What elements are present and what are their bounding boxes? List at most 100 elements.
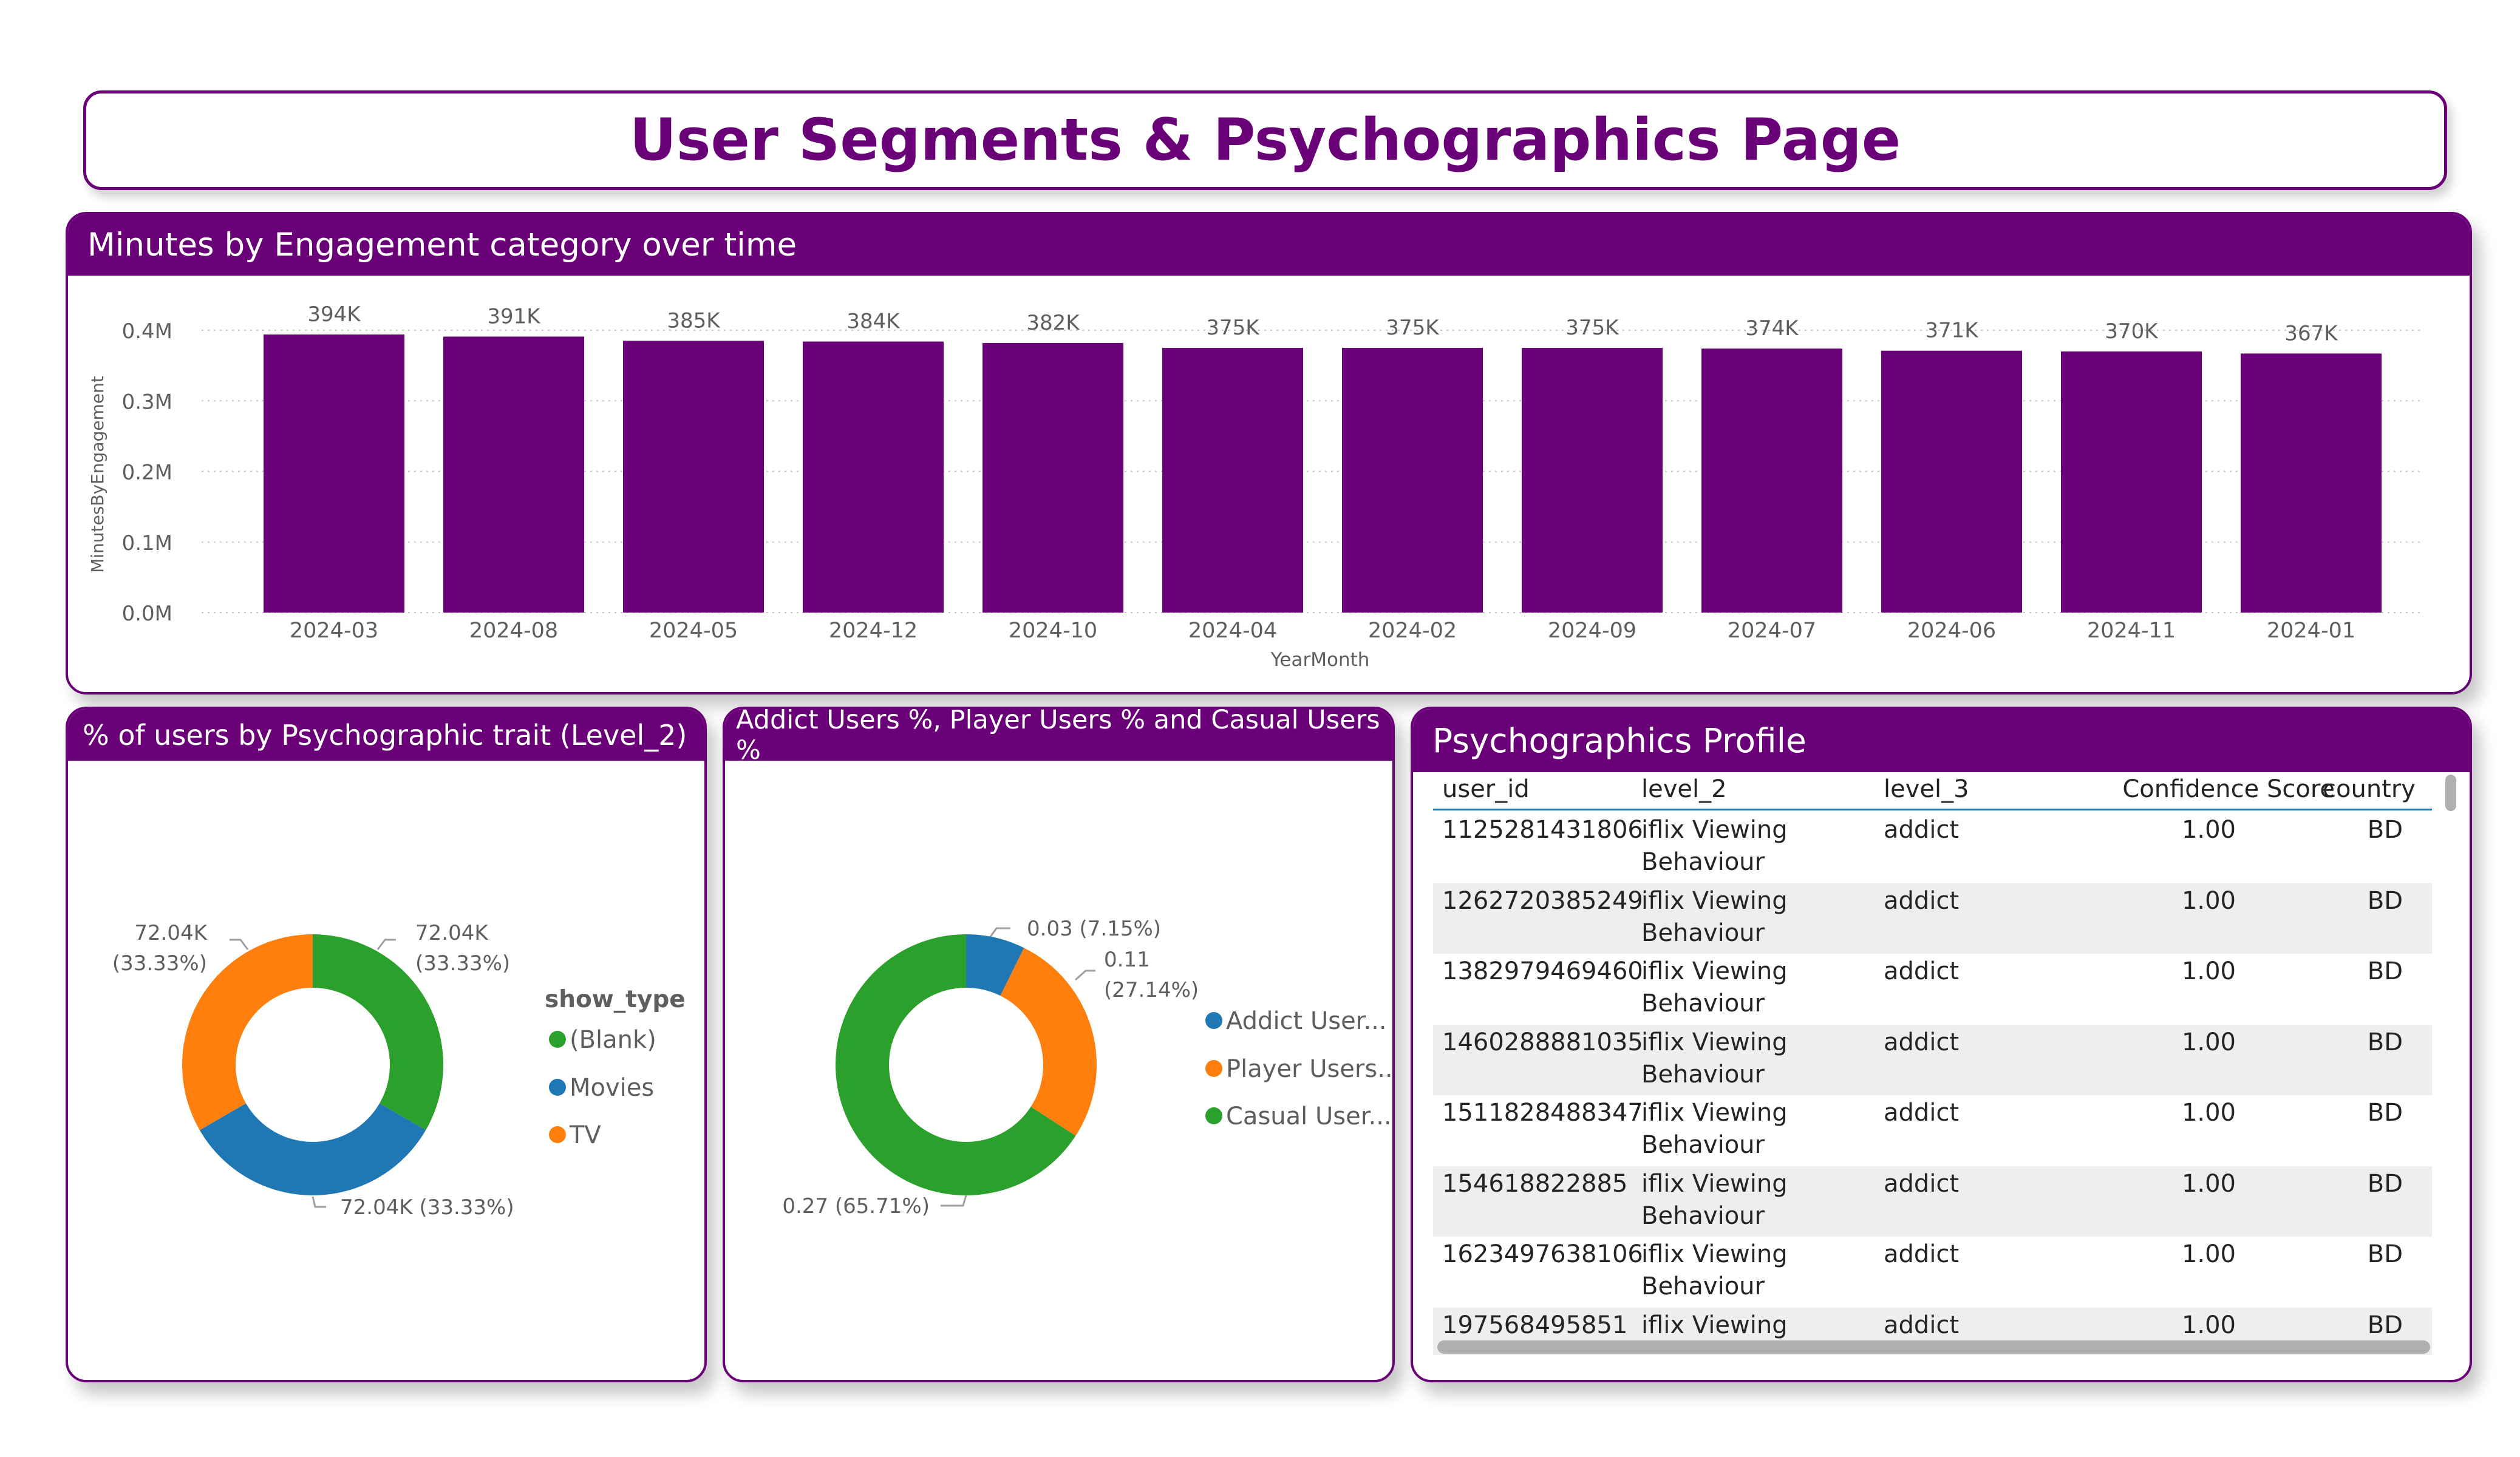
y-tick-label: 0.3M [122, 390, 172, 414]
table-row[interactable]: 1262720385249 iflix Viewing Behaviour addic… [1433, 883, 2432, 954]
page-title-box: User Segments & Psychographics Page [83, 90, 2447, 190]
cell-level-2-cont: Behaviour [1641, 1201, 1765, 1230]
donut-slice-2[interactable] [182, 934, 313, 1130]
donut2-card-header: Addict Users %, Player Users % and Casua… [725, 709, 1392, 766]
legend-item[interactable]: Casual User... [1226, 1102, 1392, 1130]
leader-line [230, 939, 249, 950]
table-header-row: user_id level_2 level_3 Confidence Score… [1433, 772, 2432, 810]
leader-line [376, 939, 396, 950]
table-row[interactable]: 1511828488347 iflix Viewing Behaviour addic… [1433, 1095, 2432, 1166]
cell-level-2: iflix Viewing [1641, 1311, 1788, 1339]
vertical-scrollbar[interactable] [2445, 775, 2456, 811]
y-tick-label: 0.2M [122, 461, 172, 485]
legend-item[interactable]: TV [569, 1121, 601, 1149]
bar-card-header: Minutes by Engagement category over time [68, 214, 2470, 276]
header-level-3[interactable]: level_3 [1884, 775, 1969, 803]
x-tick-label: 2024-06 [1907, 619, 1996, 643]
table-row[interactable]: 154618822885 iflix Viewing Behaviour addict… [1433, 1166, 2432, 1237]
bar-2024-07[interactable] [1701, 348, 1842, 613]
slice-label-casual: 0.27 (65.71%) [782, 1194, 930, 1218]
table-row[interactable]: 1125281431806 iflix Viewing Behaviour addic… [1433, 812, 2432, 883]
psychographic-donut-card[interactable]: % of users by Psychographic trait (Level… [66, 707, 707, 1382]
cell-country: BD [2367, 1169, 2403, 1198]
header-confidence-score[interactable]: Confidence Score [2122, 775, 2335, 803]
slice-label-blank: 72.04K [415, 921, 489, 945]
user-type-donut-chart: 0.03 (7.15%) 0.11 (27.14%) 0.27 (65.71%) Add… [782, 917, 1395, 1218]
cell-level-2: iflix Viewing [1641, 1028, 1788, 1056]
cell-level-2-cont: Behaviour [1641, 1131, 1765, 1159]
cell-level-3: addict [1884, 886, 1960, 915]
cell-user-id: 1262720385249 [1442, 886, 1643, 915]
y-tick-label: 0.0M [122, 602, 172, 626]
y-axis-title: MinutesByEngagement [87, 376, 107, 573]
x-tick-label: 2024-05 [649, 619, 738, 643]
cell-confidence-score: 1.00 [2181, 1028, 2236, 1056]
cell-level-3: addict [1884, 1240, 1960, 1268]
bar-2024-11[interactable] [2061, 351, 2202, 613]
cell-confidence-score: 1.00 [2181, 816, 2236, 844]
bar-data-label: 385K [667, 308, 721, 333]
x-tick-label: 2024-04 [1188, 619, 1277, 643]
cell-level-3: addict [1884, 957, 1960, 985]
cell-level-2: iflix Viewing [1641, 886, 1788, 915]
slice-label-tv: 72.04K [134, 921, 208, 945]
cell-country: BD [2367, 1240, 2403, 1268]
bar-2024-06[interactable] [1881, 350, 2022, 613]
legend-item[interactable]: (Blank) [570, 1026, 656, 1054]
bar-2024-02[interactable] [1342, 348, 1483, 613]
bar-2024-09[interactable] [1522, 348, 1663, 613]
legend-item[interactable]: Addict User... [1226, 1007, 1387, 1035]
bar-2024-04[interactable] [1162, 348, 1303, 613]
donut-slice-1[interactable] [199, 1103, 426, 1196]
cell-level-2-cont: Behaviour [1641, 848, 1765, 876]
x-tick-label: 2024-01 [2267, 619, 2355, 643]
profile-table: user_id level_2 level_3 Confidence Score… [1433, 772, 2432, 1355]
horizontal-scrollbar[interactable] [1437, 1340, 2430, 1354]
x-tick-label: 2024-11 [2087, 619, 2176, 643]
donut-slice-1[interactable] [1000, 948, 1097, 1136]
leader-line [1075, 970, 1095, 981]
legend-item[interactable]: Movies [570, 1074, 654, 1102]
cell-level-3: addict [1884, 1169, 1960, 1198]
header-country[interactable]: country [2323, 775, 2416, 803]
slice-label-player: 0.11 [1104, 948, 1150, 972]
psychographic-donut-chart: 72.04K (33.33%) 72.04K (33.33%) 72.04K (33.3… [112, 921, 686, 1220]
cell-confidence-score: 1.00 [2181, 957, 2236, 985]
table-row[interactable]: 1460288881035 iflix Viewing Behaviour addic… [1433, 1024, 2432, 1095]
cell-country: BD [2367, 886, 2403, 915]
x-tick-label: 2024-02 [1368, 619, 1457, 643]
psychographics-profile-card[interactable]: Psychographics Profile user_id level_2 l… [1411, 707, 2472, 1382]
cell-level-3: addict [1884, 1099, 1960, 1127]
bar-data-label: 394K [307, 302, 361, 327]
cell-user-id: 1460288881035 [1442, 1028, 1643, 1056]
bar-data-label: 367K [2284, 321, 2338, 345]
bar-2024-01[interactable] [2241, 353, 2382, 613]
bar-2024-12[interactable] [803, 341, 944, 613]
table-card-header: Psychographics Profile [1413, 709, 2470, 772]
table-row[interactable]: 1623497638106 iflix Viewing Behaviour addic… [1433, 1237, 2432, 1307]
header-user-id[interactable]: user_id [1442, 775, 1530, 803]
donut-slice-2[interactable] [836, 934, 1076, 1195]
bar-data-label: 382K [1026, 311, 1080, 335]
user-type-donut-card[interactable]: Addict Users %, Player Users % and Casua… [723, 707, 1395, 1382]
bar-chart: 0.0M 0.1M 0.2M 0.3M 0.4M MinutesByEngagement 3… [87, 302, 2424, 671]
donut-slice-0[interactable] [313, 934, 443, 1130]
donut2-card-title: Addict Users %, Player Users % and Casua… [736, 707, 1380, 766]
bar-2024-10[interactable] [982, 342, 1123, 613]
donut1-card-title: % of users by Psychographic trait (Level… [83, 718, 687, 752]
bar-2024-08[interactable] [443, 336, 584, 613]
donut-slice-0[interactable] [966, 934, 1024, 996]
table-row[interactable]: 1382979469460 iflix Viewing Behaviour addic… [1433, 954, 2432, 1024]
slice-label-tv-pct: (33.33%) [112, 951, 207, 976]
cell-level-2: iflix Viewing [1641, 957, 1788, 985]
bar-2024-05[interactable] [623, 341, 764, 613]
slice-label-blank-pct: (33.33%) [415, 951, 510, 976]
legend-item[interactable]: Player Users... [1226, 1055, 1395, 1083]
bar-2024-03[interactable] [264, 334, 404, 613]
cell-user-id: 1382979469460 [1442, 957, 1643, 985]
bar-chart-card[interactable]: Minutes by Engagement category over time… [66, 212, 2472, 695]
header-level-2[interactable]: level_2 [1641, 775, 1727, 803]
leader-line [941, 1195, 967, 1207]
leader-line [312, 1196, 326, 1208]
donut1-card-header: % of users by Psychographic trait (Level… [68, 709, 704, 761]
